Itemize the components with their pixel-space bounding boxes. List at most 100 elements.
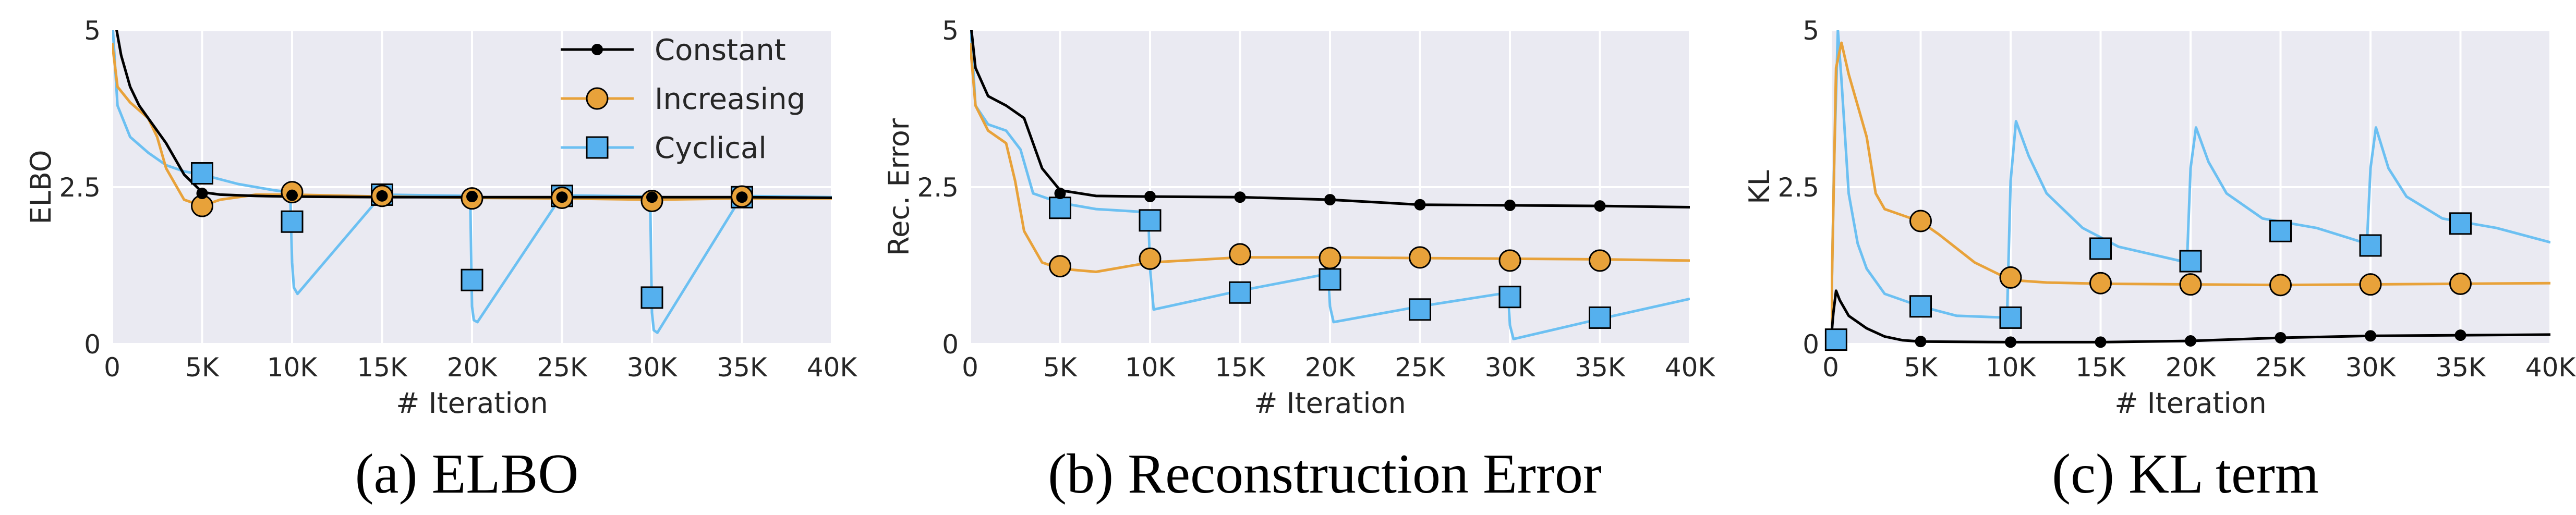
x-tick-label: 35K xyxy=(2435,352,2486,383)
marker-constant xyxy=(196,188,208,200)
series-group-elbo xyxy=(112,30,832,334)
marker-constant xyxy=(1915,336,1927,348)
marker-increasing xyxy=(1319,247,1341,269)
x-tick-label: 10K xyxy=(1125,352,1176,383)
marker-cyclical xyxy=(281,210,304,233)
marker-cyclical xyxy=(2089,237,2112,260)
legend-marker-shape-cyclical xyxy=(586,136,609,159)
y-tick-label: 5 xyxy=(84,16,101,46)
marker-constant xyxy=(286,189,298,201)
legend-item-increasing: Increasing xyxy=(561,82,805,116)
tick-labels-elbo: 0 5K 10K 15K 20K 25K 30K 35K 40K 0 2.5 5 xyxy=(59,16,857,383)
marker-increasing xyxy=(1589,249,1611,272)
marker-increasing xyxy=(1999,266,2022,289)
marker-constant xyxy=(1504,199,1516,211)
y-axis-label-elbo: ELBO xyxy=(25,150,57,225)
marker-cyclical xyxy=(1229,281,1251,304)
x-tick-label: 20K xyxy=(2166,352,2217,383)
marker-increasing xyxy=(1229,243,1251,266)
panel-kl-term: 0 5K 10K 15K 20K 25K 30K 35K 40K 0 2.5 5 # Iteratio… xyxy=(1743,16,2576,505)
caption-kl-term: (c) KL term xyxy=(2052,443,2319,505)
marker-cyclical xyxy=(1589,306,1611,329)
legend-marker-cyclical xyxy=(586,136,609,159)
marker-constant xyxy=(376,190,388,202)
y-tick-label: 0 xyxy=(942,329,959,360)
marker-cyclical xyxy=(1498,286,1521,309)
marker-constant xyxy=(1594,200,1606,212)
x-tick-label: 25K xyxy=(537,352,588,383)
marker-cyclical xyxy=(461,268,483,291)
marker-increasing xyxy=(1409,246,1431,269)
legend-item-constant: Constant xyxy=(561,33,786,67)
y-tick-label: 2.5 xyxy=(59,173,101,203)
y-tick-label: 0 xyxy=(1803,329,1819,360)
marker-constant xyxy=(2185,335,2196,347)
x-tick-label: 0 xyxy=(1822,352,1839,383)
legend: Constant Increasing Cyclical xyxy=(561,33,805,165)
marker-cyclical xyxy=(1409,298,1431,321)
marker-cyclical xyxy=(1139,209,1162,232)
marker-increasing xyxy=(2089,272,2112,295)
series-line-increasing xyxy=(112,42,832,207)
legend-label-cyclical: Cyclical xyxy=(655,131,767,165)
x-tick-label: 5K xyxy=(185,352,220,383)
marker-constant xyxy=(2454,329,2466,341)
y-tick-label: 2.5 xyxy=(917,173,959,203)
marker-constant xyxy=(2095,336,2107,348)
legend-label-constant: Constant xyxy=(655,33,786,67)
series-line-increasing xyxy=(1831,41,2550,344)
marker-constant xyxy=(1414,199,1426,211)
marker-increasing xyxy=(2269,274,2292,297)
caption-elbo: (a) ELBO xyxy=(355,443,579,505)
marker-cyclical xyxy=(1049,197,1071,219)
x-tick-label: 30K xyxy=(627,352,678,383)
tick-labels-kl-term: 0 5K 10K 15K 20K 25K 30K 35K 40K 0 2.5 5 xyxy=(1777,16,2576,383)
marker-cyclical xyxy=(2269,219,2292,242)
marker-constant xyxy=(2365,330,2376,342)
marker-cyclical xyxy=(1319,268,1341,291)
marker-constant xyxy=(1324,194,1336,206)
marker-increasing xyxy=(1049,255,1071,278)
marker-constant xyxy=(1234,191,1246,203)
marker-cyclical xyxy=(191,162,213,185)
marker-increasing xyxy=(1498,249,1521,272)
x-tick-label: 0 xyxy=(962,352,978,383)
y-tick-label: 0 xyxy=(84,329,101,360)
x-tick-label: 25K xyxy=(2255,352,2306,383)
legend-marker-increasing xyxy=(586,87,609,110)
marker-cyclical xyxy=(1999,306,2022,329)
marker-constant xyxy=(2005,336,2016,348)
x-tick-label: 0 xyxy=(104,352,120,383)
marker-cyclical xyxy=(1824,328,1847,351)
series-line-constant xyxy=(1831,289,2550,344)
marker-constant xyxy=(1054,188,1066,200)
x-axis-label-elbo: # Iteration xyxy=(396,387,548,420)
marker-constant xyxy=(646,191,658,203)
legend-item-cyclical: Cyclical xyxy=(561,131,767,165)
series-line-increasing xyxy=(970,42,1690,273)
x-tick-label: 40K xyxy=(2525,352,2576,383)
tick-labels-reconstruction-error: 0 5K 10K 15K 20K 25K 30K 35K 40K 0 2.5 5 xyxy=(917,16,1715,383)
legend-marker-constant xyxy=(591,44,603,55)
y-axis-label-kl-term: KL xyxy=(1743,170,1776,204)
x-tick-label: 25K xyxy=(1395,352,1446,383)
marker-increasing xyxy=(2359,273,2382,296)
marker-cyclical xyxy=(2179,250,2202,273)
series-line-constant xyxy=(115,30,832,199)
marker-constant xyxy=(1144,191,1156,203)
marker-increasing xyxy=(2179,273,2202,296)
x-tick-label: 10K xyxy=(1986,352,2037,383)
x-tick-label: 30K xyxy=(2345,352,2397,383)
legend-label-increasing: Increasing xyxy=(655,82,805,116)
x-tick-label: 20K xyxy=(447,352,498,383)
y-tick-label: 5 xyxy=(942,16,959,46)
marker-increasing xyxy=(2449,272,2472,295)
x-tick-label: 15K xyxy=(1215,352,1266,383)
marker-constant xyxy=(466,191,478,203)
y-axis-label-reconstruction-error: Rec. Error xyxy=(882,118,915,256)
series-line-cyclical xyxy=(1831,30,2550,344)
x-tick-label: 40K xyxy=(807,352,858,383)
caption-reconstruction-error: (b) Reconstruction Error xyxy=(1048,443,1602,505)
legend-marker-shape-constant xyxy=(591,44,603,55)
